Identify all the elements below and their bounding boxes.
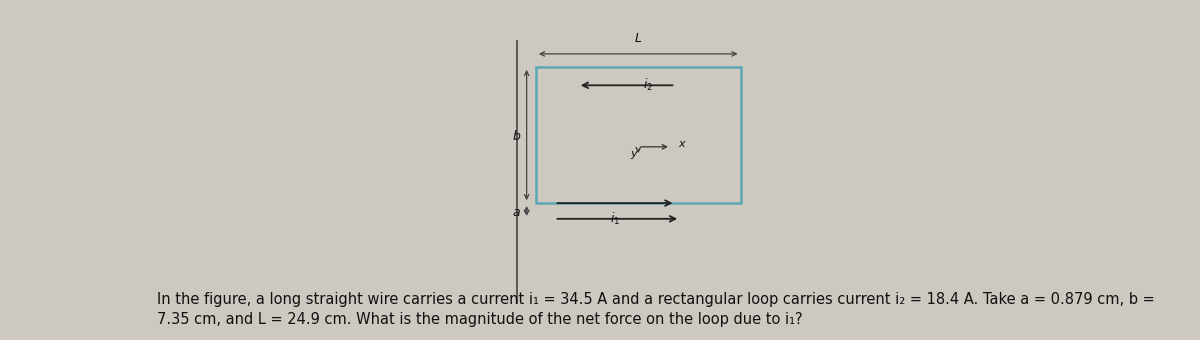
- Bar: [536, 67, 740, 203]
- Text: L: L: [635, 32, 642, 45]
- Text: x: x: [678, 139, 685, 149]
- Text: $i_1$: $i_1$: [610, 210, 620, 227]
- Text: b: b: [512, 130, 520, 143]
- Text: In the figure, a long straight wire carries a current i₁ = 34.5 A and a rectangu: In the figure, a long straight wire carr…: [157, 292, 1156, 327]
- Text: y: y: [630, 149, 637, 158]
- Text: $i_2$: $i_2$: [642, 77, 653, 93]
- Text: a: a: [512, 206, 520, 219]
